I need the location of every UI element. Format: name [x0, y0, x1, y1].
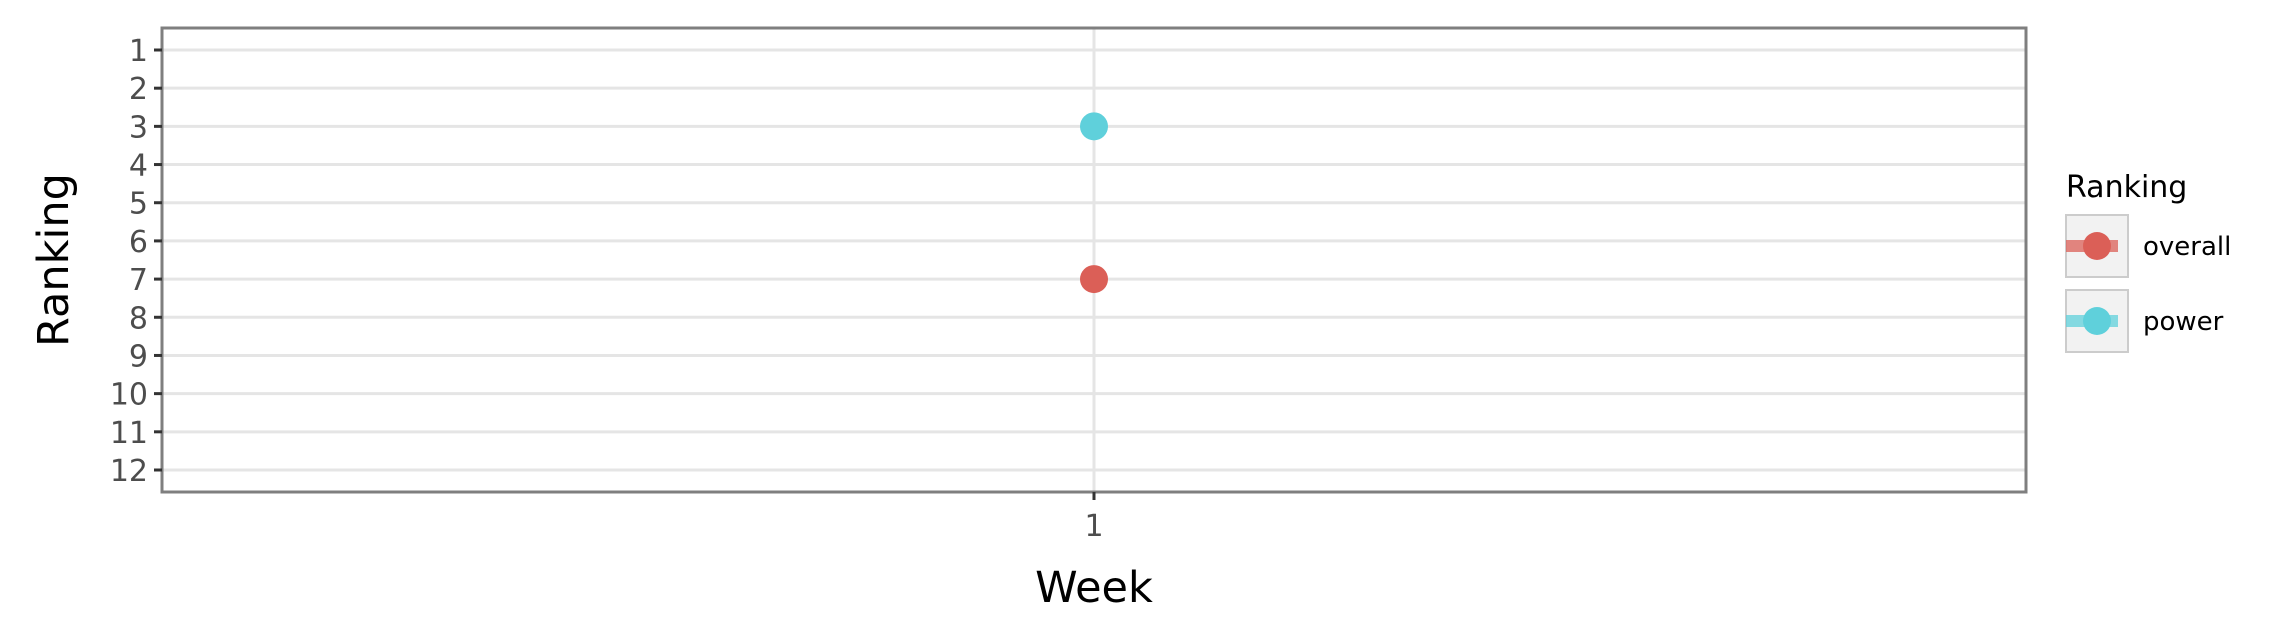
data-point-power	[1080, 112, 1108, 141]
y-tick-label: 3	[129, 110, 148, 145]
legend-label: power	[2143, 307, 2224, 337]
y-tick-label: 7	[129, 263, 148, 298]
y-tick-label: 12	[110, 454, 148, 489]
y-tick-label: 6	[129, 225, 148, 260]
x-axis-title: Week	[1035, 563, 1153, 613]
y-tick-label: 10	[110, 378, 148, 413]
legend-item-overall: overall	[2065, 214, 2231, 278]
y-tick-label: 1	[129, 34, 148, 69]
legend-label: overall	[2143, 232, 2231, 262]
legend-key-point	[2083, 232, 2111, 260]
data-point-overall	[1080, 265, 1108, 294]
y-tick-label: 9	[129, 339, 148, 374]
legend-item-power: power	[2065, 289, 2224, 353]
y-tick-label: 8	[129, 301, 148, 336]
legend-key-point	[2083, 307, 2111, 335]
x-axis-ticks: 1	[1084, 492, 1104, 544]
y-tick-label: 11	[110, 416, 148, 451]
data-points	[1080, 112, 1108, 294]
y-axis-title: Ranking	[29, 173, 79, 347]
legend-title: Ranking	[2066, 170, 2187, 205]
y-tick-label: 5	[129, 187, 148, 222]
y-tick-label: 4	[129, 149, 148, 184]
y-tick-label: 2	[129, 72, 148, 107]
legend: Ranking overall power	[2065, 170, 2231, 353]
x-tick-label: 1	[1084, 509, 1103, 544]
